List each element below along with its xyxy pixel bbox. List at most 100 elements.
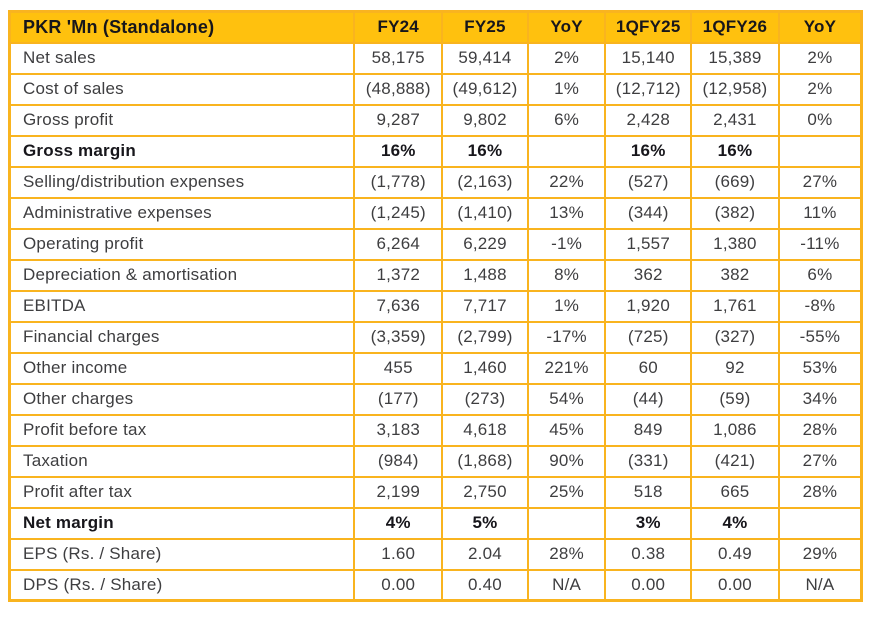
cell-value: 0.40 xyxy=(441,568,529,602)
cell-value: 29% xyxy=(777,537,863,571)
cell-value: 13% xyxy=(526,196,607,230)
cell-value: 5% xyxy=(441,506,529,540)
cell-value: 16% xyxy=(604,134,693,168)
cell-value: 9,287 xyxy=(353,103,444,137)
table-row: Net sales 58,175 59,414 2% 15,140 15,389 2% xyxy=(8,41,863,75)
table-row: Financial charges (3,359) (2,799) -17% (725)… xyxy=(8,320,863,354)
header-row: PKR 'Mn (Standalone) FY24 FY25 YoY 1QFY2… xyxy=(8,10,863,44)
cell-value: -17% xyxy=(526,320,607,354)
cell-value: 2% xyxy=(777,41,863,75)
cell-value xyxy=(526,134,607,168)
row-label: Other charges xyxy=(8,382,356,416)
cell-value: 7,717 xyxy=(441,289,529,323)
cell-value: (2,799) xyxy=(441,320,529,354)
cell-value: 11% xyxy=(777,196,863,230)
cell-value: 1,761 xyxy=(690,289,780,323)
cell-value: 54% xyxy=(526,382,607,416)
row-label: Net margin xyxy=(8,506,356,540)
table-title: PKR 'Mn (Standalone) xyxy=(8,10,356,44)
table-row: Net margin 4% 5% 3% 4% xyxy=(8,506,863,540)
cell-value xyxy=(526,506,607,540)
row-label: DPS (Rs. / Share) xyxy=(8,568,356,602)
cell-value: 4,618 xyxy=(441,413,529,447)
cell-value: (382) xyxy=(690,196,780,230)
table-row: Other charges (177) (273) 54% (44) (59) 34% xyxy=(8,382,863,416)
cell-value: (12,958) xyxy=(690,72,780,106)
cell-value xyxy=(777,134,863,168)
cell-value: 92 xyxy=(690,351,780,385)
cell-value: 1,920 xyxy=(604,289,693,323)
financials-table: PKR 'Mn (Standalone) FY24 FY25 YoY 1QFY2… xyxy=(8,10,863,602)
cell-value: (421) xyxy=(690,444,780,478)
row-label: Profit after tax xyxy=(8,475,356,509)
table-body: Net sales 58,175 59,414 2% 15,140 15,389 2% Cos… xyxy=(8,41,863,602)
cell-value: N/A xyxy=(777,568,863,602)
cell-value: 27% xyxy=(777,165,863,199)
row-label: EPS (Rs. / Share) xyxy=(8,537,356,571)
cell-value: (12,712) xyxy=(604,72,693,106)
row-label: Profit before tax xyxy=(8,413,356,447)
row-label: Gross margin xyxy=(8,134,356,168)
table-row: Other income 455 1,460 221% 60 92 53% xyxy=(8,351,863,385)
cell-value: 6% xyxy=(777,258,863,292)
row-label: Gross profit xyxy=(8,103,356,137)
cell-value: 1,086 xyxy=(690,413,780,447)
cell-value: 2% xyxy=(777,72,863,106)
table-row: Gross margin 16% 16% 16% 16% xyxy=(8,134,863,168)
cell-value: (2,163) xyxy=(441,165,529,199)
cell-value: 59,414 xyxy=(441,41,529,75)
cell-value: (44) xyxy=(604,382,693,416)
cell-value: 45% xyxy=(526,413,607,447)
table-row: EBITDA 7,636 7,717 1% 1,920 1,761 -8% xyxy=(8,289,863,323)
row-label: Depreciation & amortisation xyxy=(8,258,356,292)
cell-value: 3,183 xyxy=(353,413,444,447)
table-row: Gross profit 9,287 9,802 6% 2,428 2,431 0% xyxy=(8,103,863,137)
cell-value: 28% xyxy=(777,475,863,509)
cell-value: 16% xyxy=(353,134,444,168)
cell-value: 1,372 xyxy=(353,258,444,292)
row-label: Net sales xyxy=(8,41,356,75)
table-row: Taxation (984) (1,868) 90% (331) (421) 27% xyxy=(8,444,863,478)
col-header-1qfy25: 1QFY25 xyxy=(604,10,693,44)
row-label: Selling/distribution expenses xyxy=(8,165,356,199)
row-label: Cost of sales xyxy=(8,72,356,106)
table-row: Administrative expenses (1,245) (1,410) 13%… xyxy=(8,196,863,230)
cell-value: -55% xyxy=(777,320,863,354)
cell-value: 1,488 xyxy=(441,258,529,292)
cell-value: 2,428 xyxy=(604,103,693,137)
table-row: DPS (Rs. / Share) 0.00 0.40 N/A 0.00 0.00 N/A xyxy=(8,568,863,602)
cell-value: 2.04 xyxy=(441,537,529,571)
cell-value: 1% xyxy=(526,72,607,106)
cell-value: 58,175 xyxy=(353,41,444,75)
cell-value: (3,359) xyxy=(353,320,444,354)
cell-value: (327) xyxy=(690,320,780,354)
table-row: Operating profit 6,264 6,229 -1% 1,557 1,380-… xyxy=(8,227,863,261)
cell-value: 16% xyxy=(690,134,780,168)
cell-value: 60 xyxy=(604,351,693,385)
col-header-fy25: FY25 xyxy=(441,10,529,44)
cell-value: 1,557 xyxy=(604,227,693,261)
cell-value: 53% xyxy=(777,351,863,385)
cell-value: 0.00 xyxy=(690,568,780,602)
cell-value: 0.00 xyxy=(604,568,693,602)
row-label: Administrative expenses xyxy=(8,196,356,230)
cell-value: (331) xyxy=(604,444,693,478)
cell-value: N/A xyxy=(526,568,607,602)
cell-value: 28% xyxy=(777,413,863,447)
cell-value: 34% xyxy=(777,382,863,416)
row-label: Taxation xyxy=(8,444,356,478)
cell-value: 22% xyxy=(526,165,607,199)
cell-value: 1.60 xyxy=(353,537,444,571)
cell-value: (669) xyxy=(690,165,780,199)
cell-value: 382 xyxy=(690,258,780,292)
col-header-yoy-1q: YoY xyxy=(777,10,863,44)
row-label: Operating profit xyxy=(8,227,356,261)
cell-value: (48,888) xyxy=(353,72,444,106)
cell-value: (1,868) xyxy=(441,444,529,478)
cell-value: 455 xyxy=(353,351,444,385)
table-row: Depreciation & amortisation 1,372 1,488 8% 3… xyxy=(8,258,863,292)
row-label: Financial charges xyxy=(8,320,356,354)
cell-value: -8% xyxy=(777,289,863,323)
cell-value: (1,410) xyxy=(441,196,529,230)
cell-value: (177) xyxy=(353,382,444,416)
